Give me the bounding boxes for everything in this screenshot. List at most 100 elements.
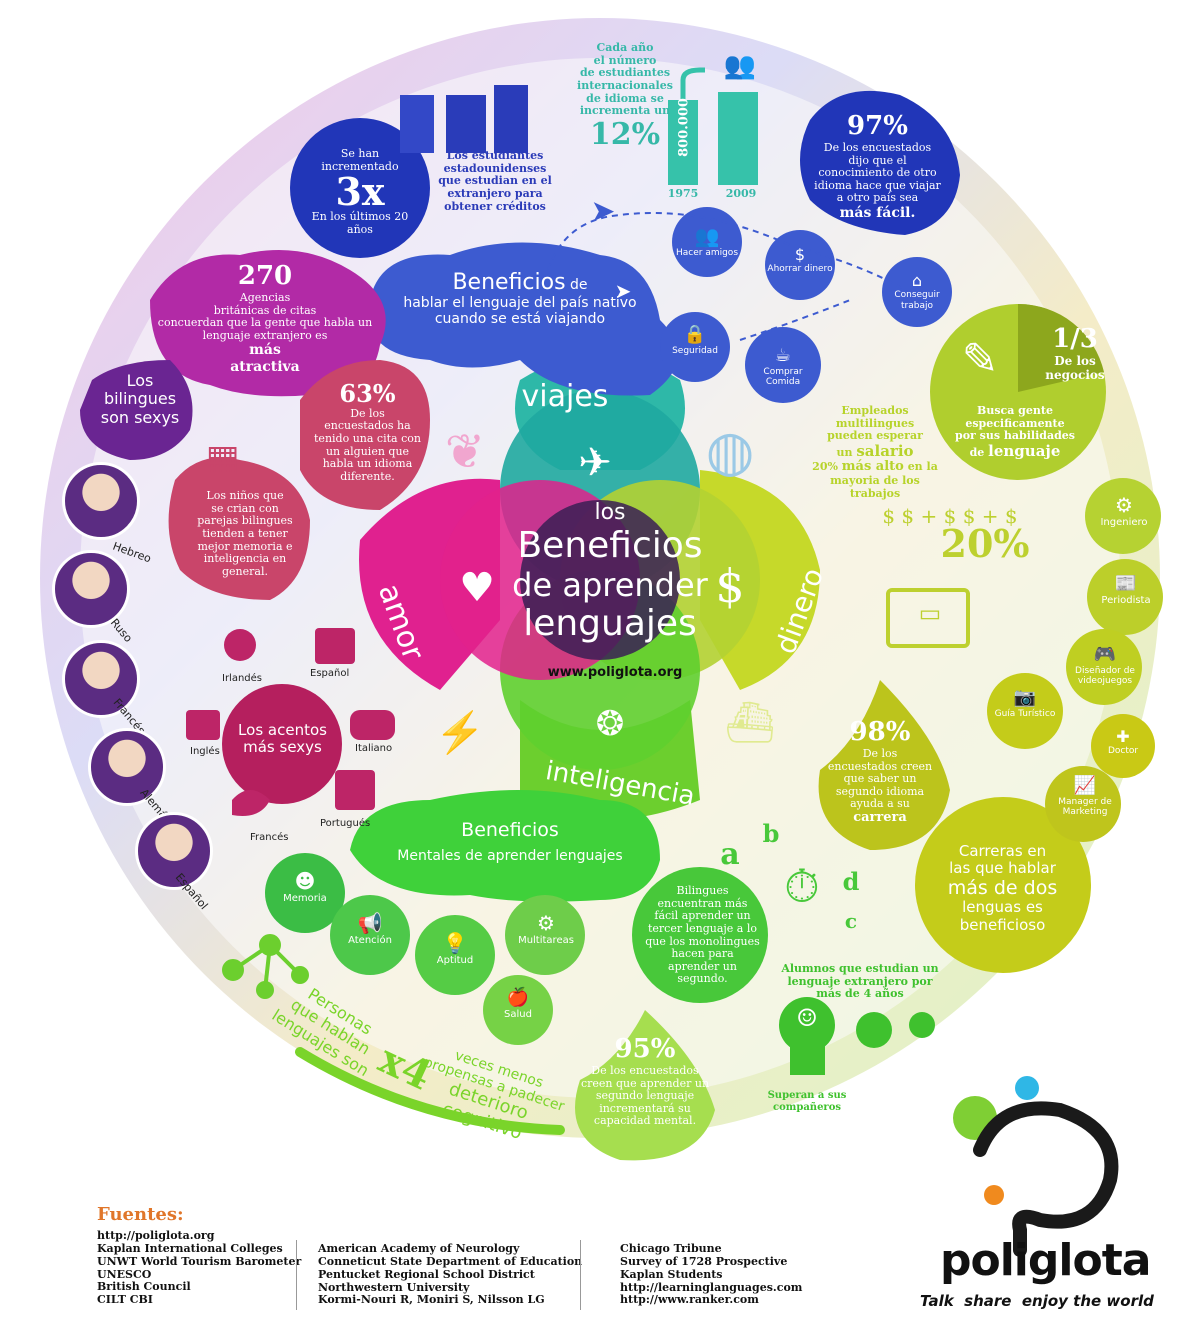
letter-b: b xyxy=(762,819,780,848)
sources-title: Fuentes: xyxy=(97,1204,184,1225)
stat-270-line: lenguaje extranjero es xyxy=(202,328,328,342)
accent-portugues: Portugués xyxy=(320,818,371,829)
stat-98-line: De los xyxy=(862,746,898,760)
head-lightning-icon: ⚡ xyxy=(435,710,485,756)
careers-emph: más de dos xyxy=(947,876,1058,899)
stat-98-line: segundo idioma xyxy=(835,784,925,798)
accent-frances: Francés xyxy=(250,832,289,843)
travel-line3: cuando se está viajando xyxy=(434,311,606,328)
source-item[interactable]: http://poliglota.org xyxy=(97,1229,215,1242)
yacht-icon: ⛴ xyxy=(724,700,776,746)
source-item: Conneticut State Department of Education xyxy=(318,1254,583,1268)
intl-text-line: el número xyxy=(593,53,657,67)
dollar-signs-icon: $ $ + $ $ + $ xyxy=(882,504,1018,528)
accent-italiano: Italiano xyxy=(355,743,393,754)
salary-text: Empleados multilingues pueden esperar un… xyxy=(800,404,950,500)
stat-3x-bottom: En los últimos 20 años xyxy=(311,210,409,236)
stat-98-line: que saber un xyxy=(843,772,917,786)
source-item: American Academy of Neurology xyxy=(318,1242,520,1255)
students-4yrs-caption-line: Superan a sus xyxy=(767,1090,847,1101)
students-figure-icon: 👥 xyxy=(723,51,757,81)
stat-63-line: tenido una cita con xyxy=(314,431,421,445)
students-abroad-line: extranjero para xyxy=(447,186,543,200)
source-item: Pentucket Regional School District xyxy=(318,1267,535,1281)
one-third-caption-de: de xyxy=(969,445,985,459)
third-lang-line: aprender un xyxy=(668,959,737,973)
center-url[interactable]: www.poliglota.org xyxy=(547,665,683,680)
accents-title-line: más sexys xyxy=(243,738,322,757)
one-third-caption-line: Busca gente xyxy=(977,404,1053,417)
stat-63-line: un alguien que xyxy=(325,444,410,458)
career-disenador: 🎮 Diseñador de videojuegos xyxy=(1067,644,1143,686)
head-icon: ☻ xyxy=(294,869,316,893)
careers-line: beneficioso xyxy=(959,915,1046,934)
mental-heading: Beneficios Mentales de aprender lenguaje… xyxy=(365,819,655,864)
students-4yrs-caption: Superan a sus compañeros xyxy=(752,1090,862,1113)
travel-label-trabajo: Conseguir trabajo xyxy=(894,290,940,311)
one-third-line: De los xyxy=(1054,353,1096,368)
one-third-line: negocios xyxy=(1045,367,1105,382)
travel-icon-trabajo: ⌂ Conseguir trabajo xyxy=(882,271,952,311)
salary-emph: salario xyxy=(856,441,914,460)
pencil-icon: ✎ xyxy=(961,334,999,385)
letter-a: a xyxy=(720,837,740,872)
accent-ingles: Inglés xyxy=(190,746,220,757)
travel-title-de: de xyxy=(565,277,588,293)
intl-text-line: Cada año xyxy=(596,41,654,54)
accent-irlandes: Irlandés xyxy=(222,673,263,684)
mental-label-aptitud: Aptitud xyxy=(436,955,474,966)
stat-3x: Se han incrementado 3x En los últimos 20… xyxy=(310,147,410,237)
source-item: UNWT World Tourism Barometer xyxy=(97,1254,302,1268)
intl-text-line: de estudiantes xyxy=(579,66,671,80)
source-item[interactable]: http://learninglanguages.com xyxy=(620,1280,803,1294)
intl-year-2009: 2009 xyxy=(725,187,757,200)
face-espanol xyxy=(135,812,213,890)
face-frances xyxy=(62,640,140,718)
globe-icon: ◍ xyxy=(705,419,755,484)
travel-line2: hablar el lenguaje del país nativo xyxy=(403,295,637,312)
source-item: Kaplan International Colleges xyxy=(97,1241,283,1255)
travel-label-comida: Comprar Comida xyxy=(763,366,803,388)
stat-98: 98% De los encuestados creen que saber u… xyxy=(815,717,945,826)
travel-icon-ahorrar: $ Ahorrar dinero xyxy=(765,245,835,275)
salary-rest: mayoria de los xyxy=(830,474,920,488)
students-4yrs-line: lenguaje extranjero por xyxy=(787,974,933,988)
gears-icon: ⚙ xyxy=(537,911,555,935)
brain-icon: ❂ xyxy=(595,704,625,744)
career-ingeniero: ⚙ Ingeniero xyxy=(1090,494,1158,529)
sources-col-2: American Academy of Neurology Conneticut… xyxy=(318,1242,583,1307)
paper-plane-icon: ➤ xyxy=(590,194,616,229)
bilingues-line: bilingues xyxy=(103,389,177,409)
stat-63-line: diferente. xyxy=(340,469,395,483)
career-doctor: ✚ Doctor xyxy=(1096,727,1150,757)
mental-label-atencion: Atención xyxy=(348,935,392,946)
people-icon: 👥 xyxy=(694,224,720,248)
head-clock-icon: ⏱ xyxy=(784,859,820,913)
one-third-emph: lenguaje xyxy=(988,441,1061,460)
center-title: los Beneficios de aprender lenguajes xyxy=(505,500,715,645)
stat-97-emph: más fácil. xyxy=(839,205,916,222)
one-third: 1/3 De los negocios xyxy=(1030,324,1120,382)
gamepad-icon: 🎮 xyxy=(1093,644,1117,665)
students-abroad-line: que estudian en el xyxy=(438,174,552,188)
plane-icon: ✈ xyxy=(578,440,612,486)
stat-97-line: a otro país sea xyxy=(836,191,919,205)
intl-pct: 12% xyxy=(589,116,661,152)
ninos-text: Los niños que se crian con parejas bilin… xyxy=(180,489,310,578)
ninos-line: mejor memoria e xyxy=(197,539,293,553)
ninos-line: inteligencia en xyxy=(203,552,287,566)
source-item[interactable]: http://www.ranker.com xyxy=(620,1293,759,1307)
mental-salud: 🍎 Salud xyxy=(485,987,551,1020)
students-abroad-line: estadounidenses xyxy=(443,161,547,175)
brand-logo-text[interactable]: poliglota xyxy=(940,1235,1151,1286)
stat-98-emph: carrera xyxy=(853,810,907,826)
lock-icon: 🔒 xyxy=(683,324,707,345)
stat-270-num: 270 xyxy=(237,261,293,291)
bilingues-line: son sexys xyxy=(100,407,180,427)
salary-rest: en la xyxy=(907,460,938,474)
ribbon-award-icon: ☺ xyxy=(796,1004,818,1032)
gear-icon: ⚙ xyxy=(1115,493,1133,517)
career-periodista: 📰 Periodista xyxy=(1092,573,1160,606)
stat-63-line: encuestados ha xyxy=(324,419,411,433)
third-language: Bilingues encuentran más fácil aprender … xyxy=(640,884,765,986)
